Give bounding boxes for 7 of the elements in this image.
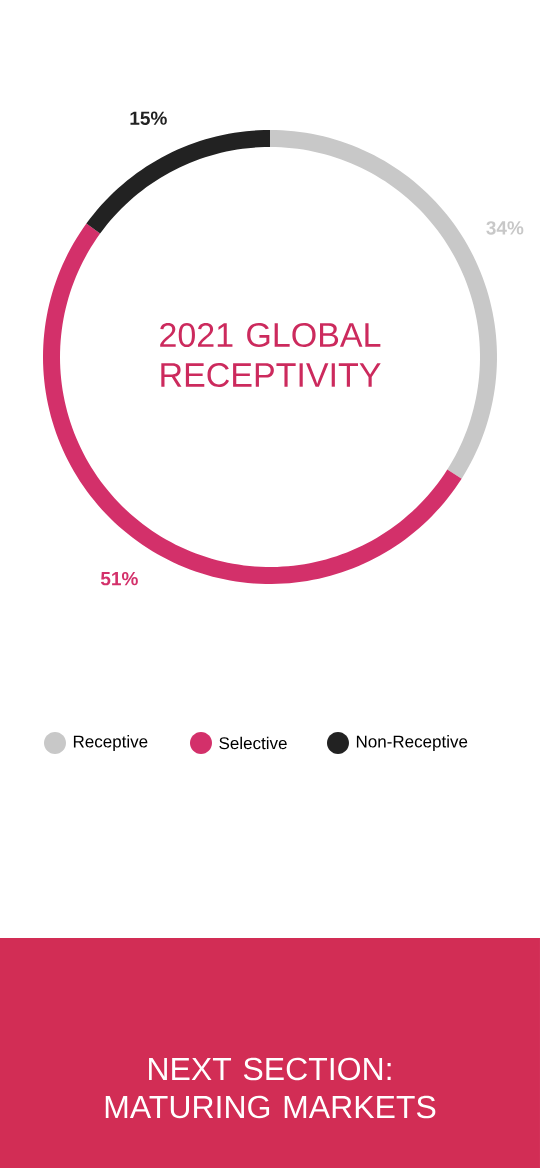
text: 2021 GLOBAL RECEPTIVITY: [160, 322, 381, 388]
legend-label: Non-Receptive: [356, 735, 468, 751]
data-label: 51%: [100, 571, 138, 586]
legend-label: Receptive: [73, 735, 148, 751]
data-label: 15%: [130, 111, 167, 125]
legend-label: Selective: [219, 736, 287, 750]
text: NEXT SECTION: MATURING MARKETS: [105, 1057, 436, 1119]
